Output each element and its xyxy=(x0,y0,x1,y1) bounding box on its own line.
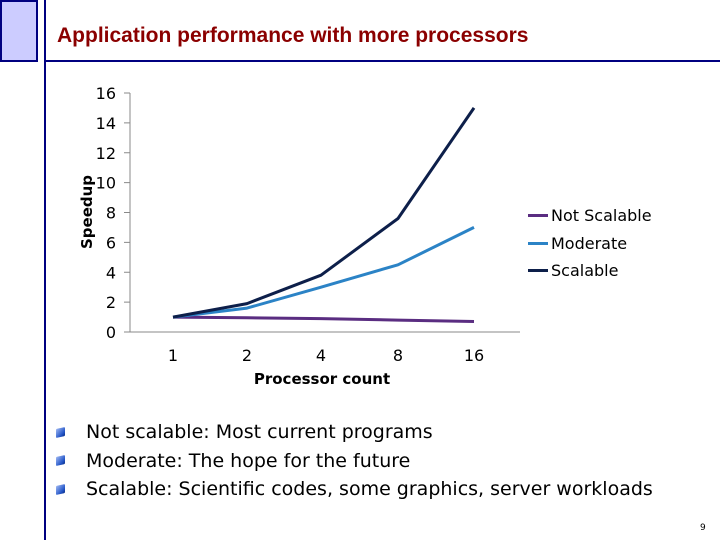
x-tick-label: 2 xyxy=(242,346,252,365)
bullet-item-scalable: Scalable: Scientific codes, some graphic… xyxy=(52,475,653,504)
legend-swatch xyxy=(528,214,548,218)
legend-item-scalable: Scalable xyxy=(528,257,652,285)
slide-corner-box xyxy=(0,0,38,62)
series-line-moderate xyxy=(172,226,475,319)
y-tick-label: 0 xyxy=(106,323,116,342)
x-tick-label: 8 xyxy=(393,346,403,365)
series-line-not-scalable xyxy=(172,315,475,323)
y-tick-label: 10 xyxy=(96,174,116,193)
y-tick-label: 6 xyxy=(106,233,116,252)
legend-swatch xyxy=(528,269,548,273)
bullet-text: Not scalable: Most current programs xyxy=(86,421,433,444)
y-tick-label: 12 xyxy=(96,144,116,163)
legend-label: Moderate xyxy=(551,233,628,253)
bullet-icon xyxy=(56,426,65,438)
chart-legend: Not Scalable Moderate Scalable xyxy=(528,202,652,285)
y-tick-label: 4 xyxy=(106,263,116,282)
legend-label: Not Scalable xyxy=(551,206,652,226)
bullet-icon xyxy=(56,483,65,495)
slide-title: Application performance with more proces… xyxy=(57,24,529,47)
bullet-item-moderate: Moderate: The hope for the future xyxy=(52,447,653,476)
y-tick-label: 8 xyxy=(106,204,116,223)
slide-left-rule xyxy=(44,0,46,540)
x-tick-label: 16 xyxy=(464,346,484,365)
bullet-text: Moderate: The hope for the future xyxy=(86,449,411,472)
y-tick-label: 16 xyxy=(96,84,116,103)
y-axis-label: Speedup xyxy=(78,175,96,249)
x-tick-label: 4 xyxy=(316,346,326,365)
x-tick-label: 1 xyxy=(168,346,178,365)
y-tick-label: 2 xyxy=(106,293,116,312)
slide-title-rule xyxy=(44,60,720,62)
legend-item-moderate: Moderate xyxy=(528,230,652,258)
bullet-icon xyxy=(56,455,65,467)
x-axis-label: Processor count xyxy=(254,370,390,388)
legend-label: Scalable xyxy=(551,261,619,281)
y-tick-label: 14 xyxy=(96,114,116,133)
legend-swatch xyxy=(528,241,548,245)
series-line-scalable xyxy=(172,107,476,319)
legend-item-not-scalable: Not Scalable xyxy=(528,202,652,230)
page-number: 9 xyxy=(700,523,706,533)
bullet-item-not-scalable: Not scalable: Most current programs xyxy=(52,418,653,447)
bullet-list: Not scalable: Most current programs Mode… xyxy=(52,418,653,504)
bullet-text: Scalable: Scientific codes, some graphic… xyxy=(86,478,653,501)
